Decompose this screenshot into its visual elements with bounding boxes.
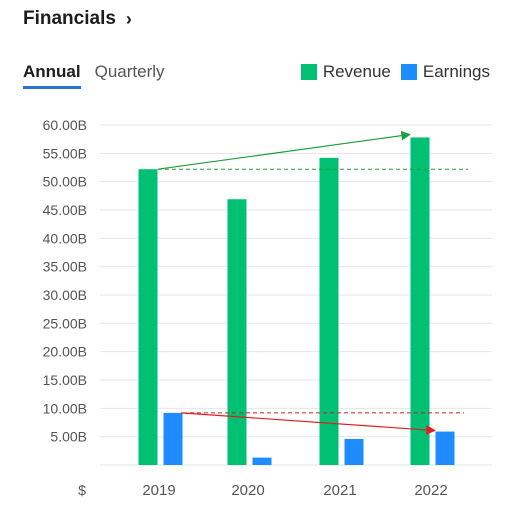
revenue-trend-arrow [157, 130, 411, 170]
legend-swatch-earnings [400, 64, 417, 80]
earnings-bar-2022 [435, 431, 455, 465]
earnings-bar-2019 [163, 412, 183, 465]
legend-label-revenue: Revenue [322, 62, 391, 81]
x-tick-label: 2022 [414, 482, 447, 499]
y-tick-label: 30.00B [43, 287, 87, 303]
tab-quarterly[interactable]: Quarterly [94, 62, 165, 81]
revenue-bar-2020 [227, 199, 247, 465]
legend-swatch-revenue [300, 64, 317, 80]
y-tick-label: 55.00B [43, 145, 87, 161]
x-tick-label: 2020 [231, 482, 264, 499]
x-axis-label: $ [78, 482, 86, 498]
chart-legend: Revenue Earnings [300, 62, 490, 82]
y-tick-label: 25.00B [43, 315, 87, 331]
y-tick-label: 40.00B [43, 230, 87, 246]
x-tick-label: 2019 [142, 482, 175, 499]
legend-item-revenue: Revenue [300, 62, 391, 82]
legend-item-earnings: Earnings [400, 62, 490, 82]
y-tick-label: 35.00B [43, 259, 87, 275]
y-tick-label: 5.00B [50, 429, 87, 445]
y-tick-label: 20.00B [43, 344, 87, 360]
page-title: Financials [23, 8, 116, 29]
x-tick-label: 2021 [323, 482, 356, 499]
chevron-right-icon[interactable]: › [125, 9, 132, 29]
revenue-bar-2022 [410, 137, 430, 465]
earnings-trend-arrow [180, 412, 436, 435]
y-tick-label: 15.00B [43, 372, 87, 388]
y-tick-label: 50.00B [43, 174, 87, 190]
y-tick-label: 60.00B [43, 117, 87, 133]
legend-label-earnings: Earnings [422, 62, 490, 81]
earnings-bar-2020 [252, 457, 272, 465]
header: Financials › [23, 8, 132, 30]
y-tick-label: 45.00B [43, 202, 87, 218]
earnings-bar-2021 [344, 438, 364, 465]
tab-annual[interactable]: Annual [23, 62, 81, 89]
revenue-bar-2021 [319, 157, 339, 465]
period-tabs: Annual Quarterly [23, 62, 165, 89]
y-tick-label: 10.00B [43, 400, 87, 416]
revenue-bar-2019 [138, 169, 158, 465]
